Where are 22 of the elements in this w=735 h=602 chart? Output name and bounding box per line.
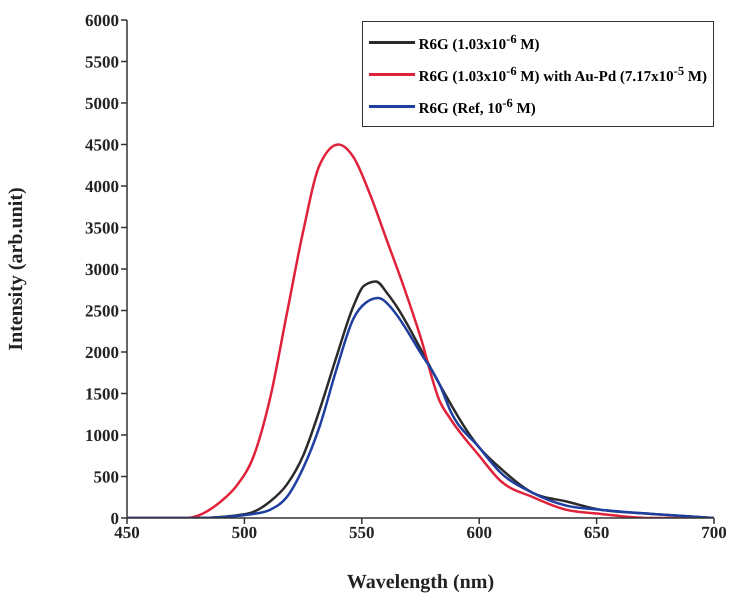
- y-tick-label: 3000: [85, 260, 119, 280]
- x-tick-label: 550: [349, 523, 375, 542]
- x-tick-label: 700: [701, 523, 727, 542]
- legend-label: R6G (Ref, 10$^{-6}$ M): [418, 95, 536, 119]
- y-tick-label: 6000: [85, 11, 119, 30]
- y-tick-label: 1000: [85, 426, 119, 446]
- x-tick-label: 600: [466, 523, 492, 542]
- y-tick-label: 5500: [85, 52, 119, 72]
- legend-label: R6G (1.03x10$^{-6}$ M) with Au-Pd (7.17x10$^{-5}$ M): [418, 63, 707, 87]
- y-tick-label: 4500: [85, 136, 119, 155]
- y-tick-label: 2000: [85, 343, 119, 362]
- x-tick-label: 650: [584, 523, 610, 542]
- y-tick-label: 3500: [85, 218, 119, 238]
- x-axis-title: Wavelength (nm): [346, 571, 494, 593]
- y-axis-title: Intensity (arb.unit): [5, 187, 27, 351]
- y-tick-label: 2500: [85, 302, 119, 321]
- y-tick-label: 500: [94, 468, 119, 487]
- x-tick-label: 500: [232, 523, 258, 542]
- y-tick-label: 4000: [85, 177, 119, 196]
- y-tick-label: 1500: [85, 384, 119, 404]
- y-tick-label: 5000: [85, 94, 119, 114]
- legend-label: R6G (1.03x10$^{-6}$ M): [418, 31, 540, 55]
